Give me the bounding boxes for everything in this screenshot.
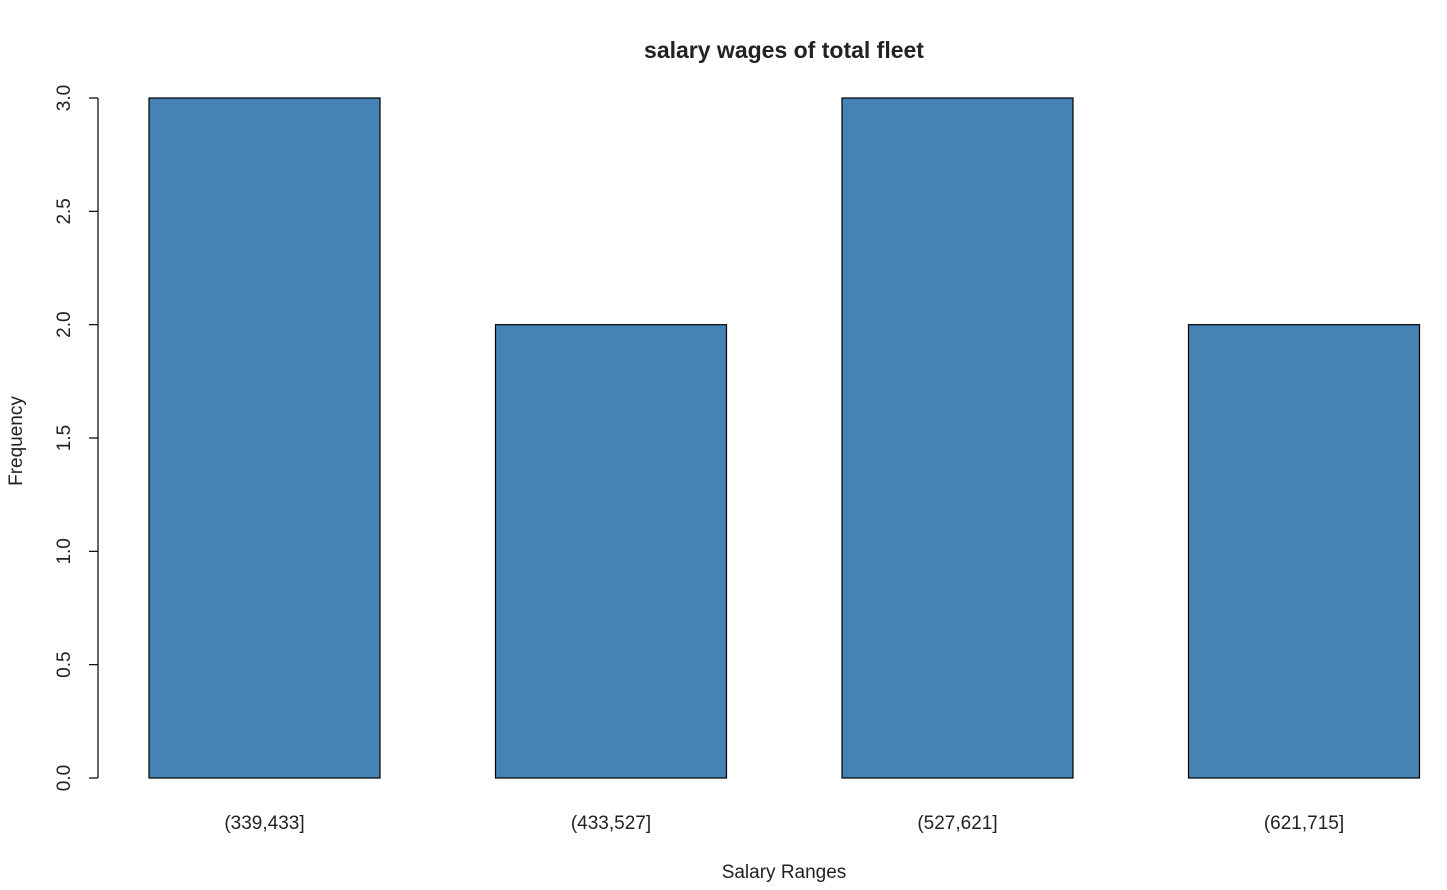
bar-3 (841, 97, 1074, 779)
y-tick-label: 0.0 (54, 765, 75, 791)
bar-2 (494, 324, 728, 779)
y-tick-label: 0.5 (54, 651, 75, 677)
x-tick-label: (527,621] (917, 813, 997, 834)
y-tick-label: 2.0 (54, 311, 75, 337)
x-tick-label: (621,715] (1264, 813, 1344, 834)
y-axis: 0.0 0.5 1.0 1.5 2.0 2.5 3.0 (54, 85, 99, 791)
y-tick-label: 1.5 (54, 425, 75, 451)
x-tick-label: (433,527] (571, 813, 651, 834)
x-axis-label: Salary Ranges (722, 862, 847, 883)
bars-layer (148, 97, 1421, 779)
y-tick-label: 3.0 (54, 85, 75, 111)
x-axis-tick-labels: (339,433] (433,527] (527,621] (621,715] (224, 813, 1344, 834)
x-tick-label: (339,433] (224, 813, 304, 834)
y-axis-label: Frequency (6, 396, 27, 486)
bar-1 (148, 97, 381, 779)
bar-4 (1187, 324, 1421, 779)
y-tick-label: 1.0 (54, 538, 75, 564)
y-tick-label: 2.5 (54, 198, 75, 224)
chart-title: salary wages of total fleet (644, 37, 924, 63)
